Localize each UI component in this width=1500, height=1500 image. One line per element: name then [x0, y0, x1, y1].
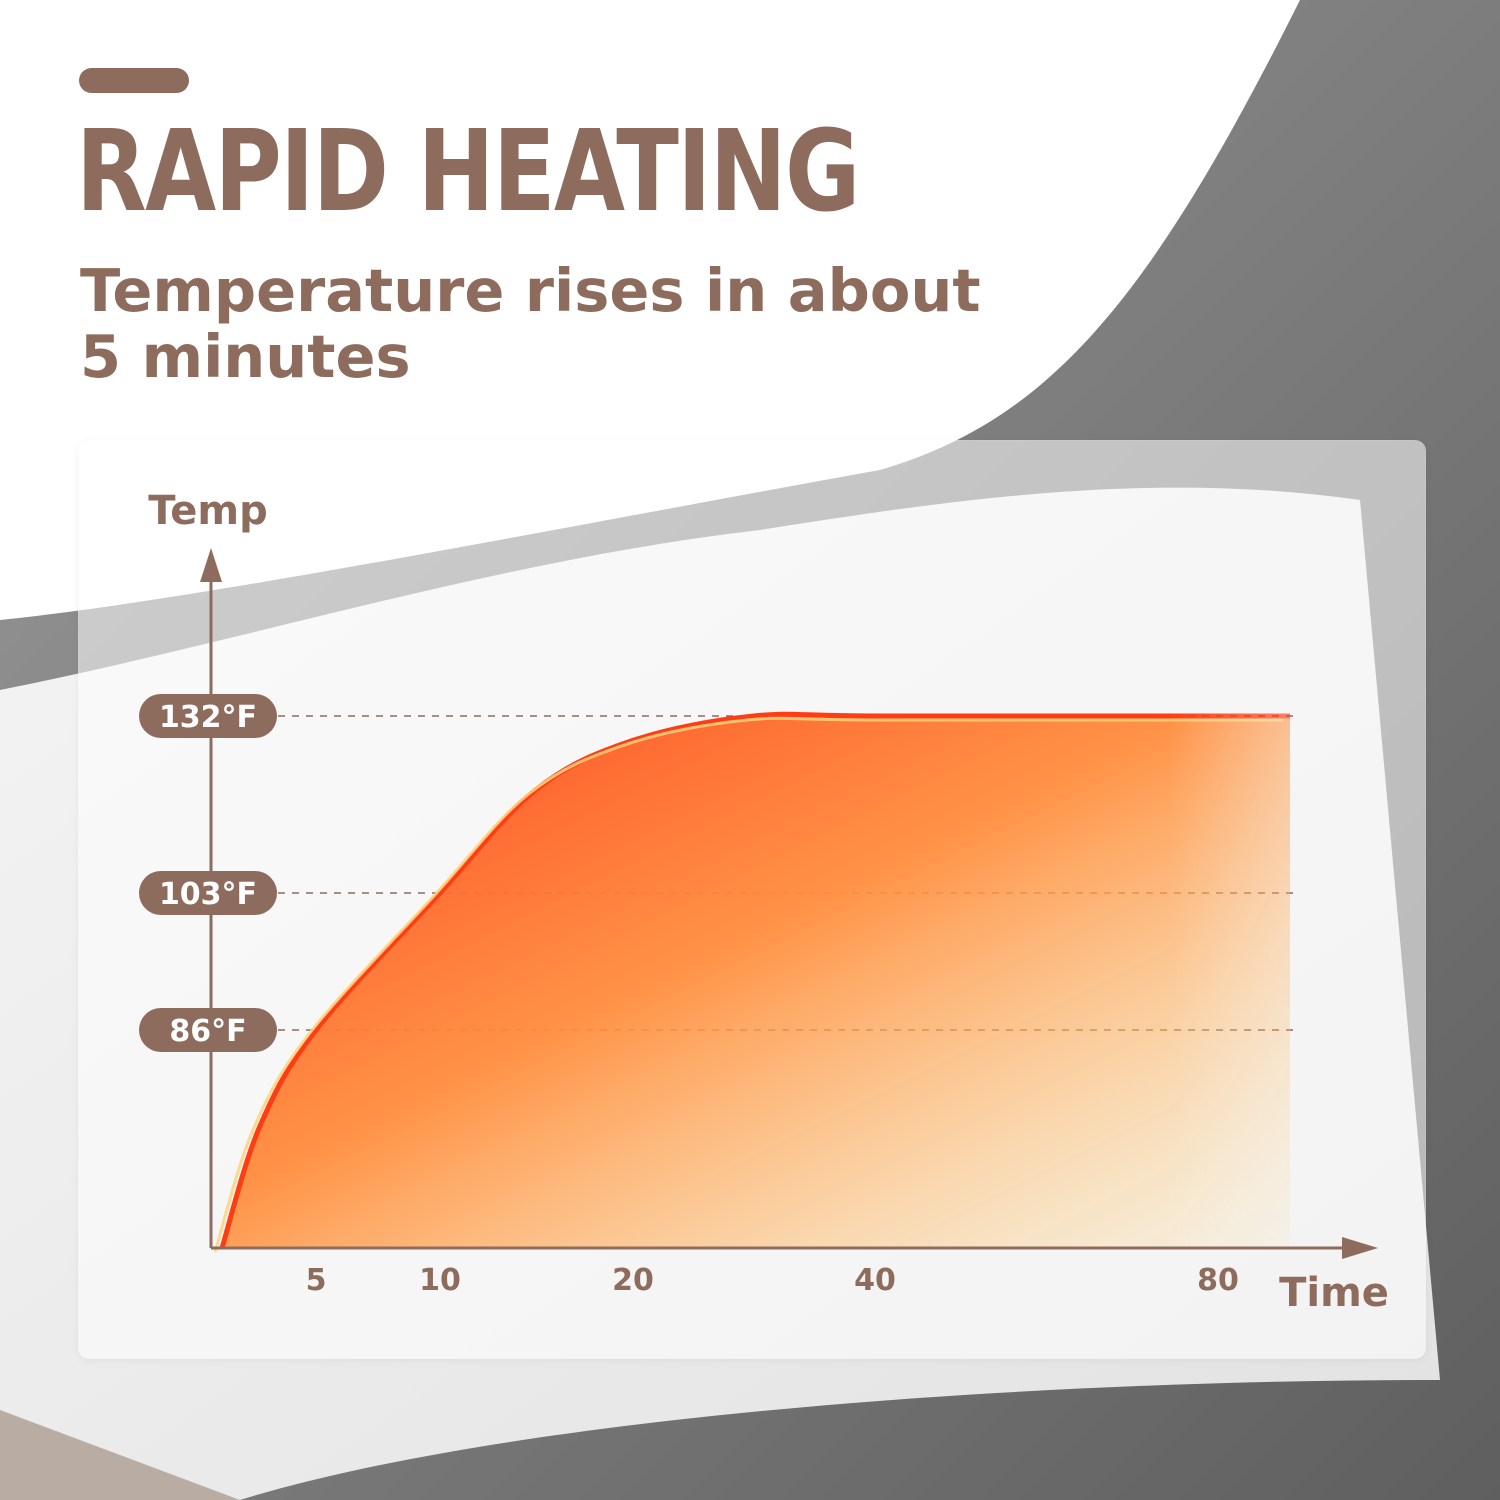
x-tick-label: 10: [419, 1263, 461, 1298]
heating-curve-highlight: [213, 716, 1283, 1253]
y-tick-pill: [139, 1008, 277, 1052]
x-tick-label: 80: [1197, 1263, 1239, 1298]
y-tick-label: 86°F: [169, 1014, 246, 1049]
x-tick-label: 5: [306, 1263, 327, 1298]
y-tick-pill: [139, 871, 277, 915]
y-axis-label: Temp: [148, 488, 267, 534]
heating-area: [222, 714, 1290, 1248]
accent-bar: [79, 68, 189, 93]
y-tick-pill: [139, 694, 277, 738]
x-axis-label: Time: [1279, 1270, 1389, 1316]
y-axis-arrow: [200, 548, 222, 582]
y-tick-label: 103°F: [159, 877, 257, 912]
page-title: RAPID HEATING: [76, 107, 860, 237]
page-subtitle: Temperature rises in about 5 minutes: [80, 256, 981, 391]
x-tick-label: 40: [854, 1263, 896, 1298]
y-tick-label: 132°F: [159, 700, 257, 735]
x-tick-label: 20: [612, 1263, 654, 1298]
x-axis-arrow: [1342, 1237, 1378, 1259]
